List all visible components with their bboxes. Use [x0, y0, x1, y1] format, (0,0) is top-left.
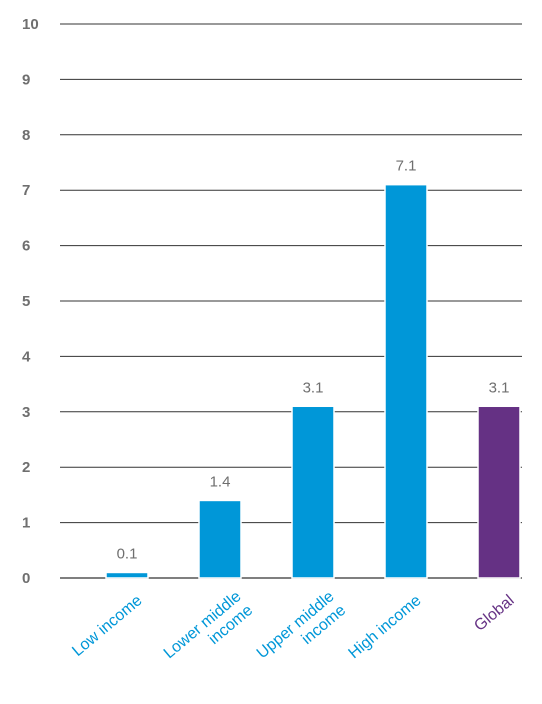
data-label: 0.1 [117, 545, 138, 562]
x-tick-label: Low income [69, 592, 145, 660]
y-tick-label: 8 [22, 127, 30, 144]
x-tick-label: Lower middleincome [161, 588, 256, 676]
y-tick-label: 6 [22, 238, 30, 255]
y-tick-label: 5 [22, 293, 30, 310]
value-labels: 0.1 1.4 3.1 7.1 3.1 [117, 158, 510, 563]
x-tick-label-line: High income [346, 592, 425, 662]
bar [384, 183, 428, 579]
y-tick-label: 4 [22, 348, 31, 365]
gridlines [60, 23, 522, 579]
bar [477, 405, 521, 579]
bar [105, 571, 149, 579]
y-axis: 0 1 2 3 4 5 6 7 8 9 10 [22, 16, 39, 587]
data-label: 7.1 [396, 158, 417, 175]
data-label: 1.4 [210, 473, 231, 490]
x-tick-label: High income [346, 592, 425, 662]
data-label: 3.1 [303, 379, 324, 396]
x-tick-label: Global [471, 592, 517, 635]
bar [198, 499, 242, 579]
bars [105, 183, 521, 579]
y-tick-label: 1 [22, 515, 30, 532]
x-tick-label-line: Low income [69, 592, 145, 660]
x-tick-label: Upper middleincome [254, 588, 349, 676]
x-tick-label-line: Global [471, 592, 517, 635]
y-tick-label: 9 [22, 71, 30, 88]
y-tick-label: 3 [22, 404, 30, 421]
data-label: 3.1 [489, 379, 510, 396]
bar [291, 405, 335, 579]
y-tick-label: 2 [22, 459, 30, 476]
y-tick-label: 10 [22, 16, 39, 33]
y-tick-label: 7 [22, 182, 30, 199]
y-tick-label: 0 [22, 570, 30, 587]
